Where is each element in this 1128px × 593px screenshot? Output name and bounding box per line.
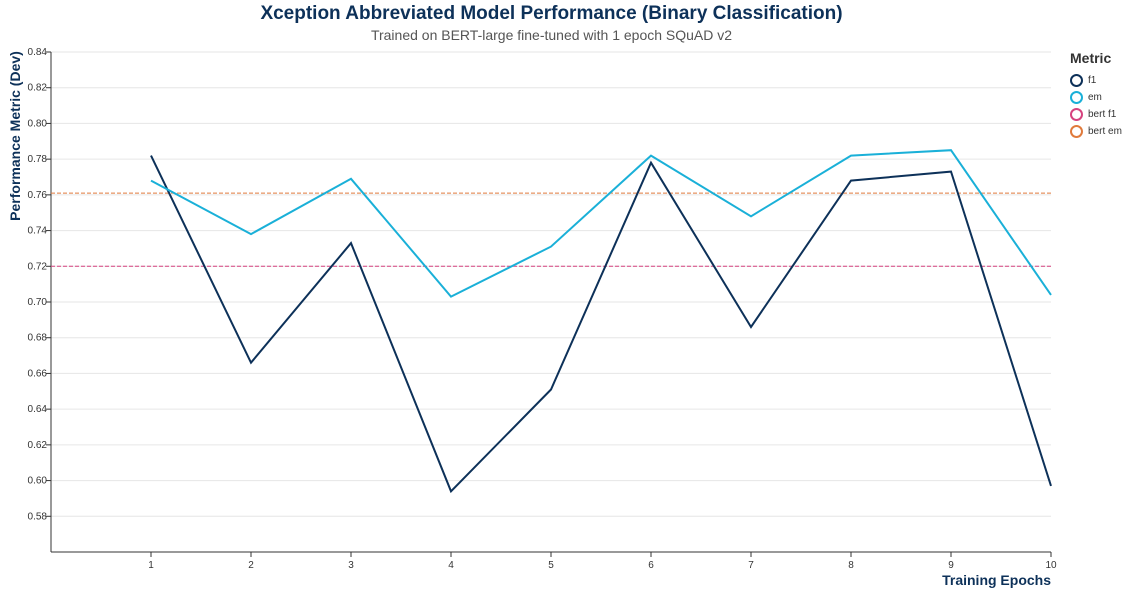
legend-label: bert f1: [1088, 108, 1117, 120]
chart-title: Xception Abbreviated Model Performance (…: [260, 3, 843, 24]
y-tick-label: 0.78: [28, 154, 48, 165]
x-tick-label: 1: [148, 560, 154, 571]
y-tick-label: 0.58: [28, 511, 48, 522]
y-tick-label: 0.68: [28, 333, 48, 344]
legend-item-bert-em[interactable]: bert em: [1070, 123, 1122, 139]
x-tick-label: 2: [248, 560, 254, 571]
y-tick-label: 0.76: [28, 190, 48, 201]
legend-label: em: [1088, 91, 1102, 103]
y-tick-label: 0.60: [28, 476, 48, 487]
y-tick-label: 0.80: [28, 118, 48, 129]
legend-label: f1: [1088, 74, 1097, 86]
x-tick-label: 4: [448, 560, 454, 571]
legend-label: bert em: [1088, 125, 1122, 137]
legend-item-bert-f1[interactable]: bert f1: [1070, 106, 1122, 122]
legend: Metric f1 em bert f1 bert em: [1070, 50, 1122, 140]
x-tick-label: 10: [1045, 560, 1057, 571]
legend-swatch: [1070, 124, 1083, 138]
y-tick-label: 0.84: [28, 47, 48, 58]
x-tick-label: 5: [548, 560, 554, 571]
gridlines: [51, 51, 1051, 517]
y-tick-label: 0.70: [28, 297, 48, 308]
series-lines: [51, 149, 1052, 494]
legend-swatch: [1070, 107, 1083, 121]
x-tick-label: 8: [848, 560, 854, 571]
x-tick-label: 6: [648, 560, 654, 571]
x-axis-label: Training Epochs: [942, 572, 1051, 588]
legend-title: Metric: [1070, 50, 1112, 66]
y-tick-label: 0.62: [28, 440, 48, 451]
axes: 0.58 0.60 0.62 0.64 0.66 0.68 0.70 0.72 0.74 0.76…: [28, 47, 1057, 571]
y-tick-label: 0.72: [28, 261, 48, 272]
legend-item-em[interactable]: em: [1070, 89, 1122, 105]
y-tick-label: 0.74: [28, 226, 48, 237]
series-line-f1: [150, 155, 1052, 494]
y-tick-label: 0.64: [28, 404, 48, 415]
legend-swatch: [1070, 90, 1083, 104]
y-tick-label: 0.82: [28, 83, 48, 94]
x-tick-label: 3: [348, 560, 354, 571]
x-tick-label: 7: [748, 560, 754, 571]
y-tick-label: 0.66: [28, 368, 48, 379]
legend-item-f1[interactable]: f1: [1070, 72, 1122, 88]
x-tick-label: 9: [948, 560, 954, 571]
series-line-em: [150, 149, 1052, 298]
legend-swatch: [1070, 73, 1083, 87]
chart-subtitle: Trained on BERT-large fine-tuned with 1 …: [370, 27, 733, 43]
